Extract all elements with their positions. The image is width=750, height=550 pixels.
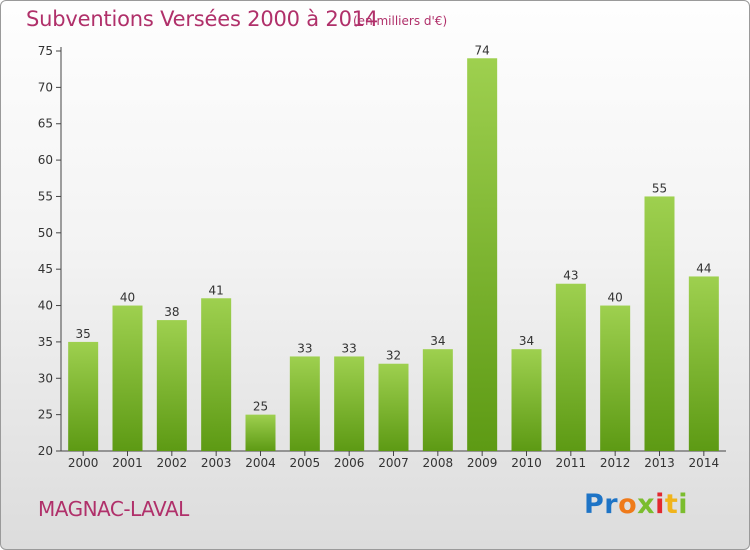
value-label-2002: 38 [164, 305, 179, 319]
y-tick-label: 50 [38, 226, 53, 240]
commune-name: MAGNAC-LAVAL [38, 497, 189, 521]
y-tick-label: 30 [38, 371, 53, 385]
x-tick-label: 2011 [556, 456, 587, 470]
x-tick-label: 2001 [112, 456, 143, 470]
bar-2004 [245, 414, 276, 451]
y-tick-label: 55 [38, 189, 53, 203]
bar-2014 [688, 276, 719, 451]
chart-title: Subventions Versées 2000 à 2014 [26, 7, 379, 31]
x-tick-label: 2008 [423, 456, 454, 470]
y-tick-label: 65 [38, 117, 53, 131]
unit-note: (en milliers d'€) [353, 14, 448, 28]
bar-2002 [156, 320, 187, 451]
y-tick-label: 40 [38, 299, 53, 313]
value-label-2000: 35 [76, 327, 91, 341]
x-tick-label: 2014 [689, 456, 720, 470]
logo-letters-pr: Pr [584, 489, 619, 520]
bar-2010 [511, 349, 542, 451]
x-tick-label: 2012 [600, 456, 631, 470]
y-tick-label: 35 [38, 335, 53, 349]
proxiti-logo: Proxiti [584, 489, 688, 520]
value-label-2013: 55 [652, 181, 667, 195]
value-label-2003: 41 [209, 283, 224, 297]
logo-letter-i: i [655, 489, 665, 520]
bar-2003 [201, 298, 232, 451]
x-tick-label: 2013 [644, 456, 675, 470]
x-tick-label: 2005 [290, 456, 321, 470]
y-tick-label: 60 [38, 153, 53, 167]
x-tick-label: 2004 [245, 456, 276, 470]
bar-2007 [378, 363, 409, 451]
value-label-2014: 44 [696, 261, 711, 275]
logo-letter-x: x [637, 489, 656, 520]
bar-2008 [422, 349, 453, 451]
value-label-2004: 25 [253, 400, 268, 414]
bar-2012 [600, 305, 631, 451]
x-tick-label: 2006 [334, 456, 365, 470]
logo-letter-i2: i [678, 489, 689, 520]
y-tick-label: 75 [38, 44, 53, 58]
bar-2005 [289, 356, 320, 451]
value-label-2005: 33 [297, 341, 312, 355]
value-label-2006: 33 [342, 341, 357, 355]
logo-letter-o: o [618, 489, 638, 520]
y-tick-label: 70 [38, 80, 53, 94]
value-label-2012: 40 [608, 291, 623, 305]
bar-2000 [68, 341, 99, 451]
y-tick-label: 25 [38, 408, 53, 422]
x-tick-label: 2009 [467, 456, 498, 470]
x-tick-label: 2010 [511, 456, 542, 470]
value-label-2007: 32 [386, 349, 401, 363]
x-tick-label: 2000 [68, 456, 99, 470]
x-tick-label: 2002 [157, 456, 188, 470]
value-label-2008: 34 [430, 334, 445, 348]
logo-letter-t: t [664, 489, 679, 520]
bar-2011 [555, 283, 586, 451]
value-label-2011: 43 [563, 269, 578, 283]
value-label-2010: 34 [519, 334, 534, 348]
x-tick-label: 2007 [378, 456, 409, 470]
bar-2009 [467, 58, 498, 451]
bar-2013 [644, 196, 675, 451]
x-tick-label: 2003 [201, 456, 232, 470]
value-label-2001: 40 [120, 291, 135, 305]
value-label-2009: 74 [475, 43, 490, 57]
bar-2006 [334, 356, 365, 451]
bar-2001 [112, 305, 143, 451]
y-tick-label: 45 [38, 262, 53, 276]
y-tick-label: 20 [38, 444, 53, 458]
